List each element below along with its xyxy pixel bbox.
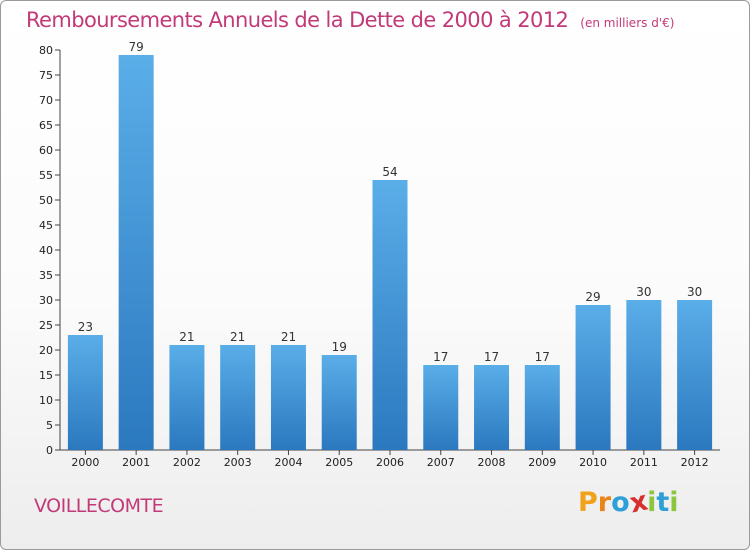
x-tick-label: 2004 (274, 456, 302, 469)
y-tick-label: 80 (39, 44, 53, 57)
x-tick-label: 2001 (122, 456, 150, 469)
y-tick-label: 40 (39, 244, 53, 257)
bar-2008 (474, 365, 510, 450)
y-tick-label: 65 (39, 119, 53, 132)
data-label-2007: 17 (433, 350, 448, 364)
chart-title-text: Remboursements Annuels de la Dette de 20… (26, 8, 569, 32)
data-label-2002: 21 (179, 330, 194, 344)
data-label-2001: 79 (129, 40, 144, 54)
bar-2012 (677, 300, 713, 450)
bar-2000 (67, 335, 103, 450)
data-label-2011: 30 (636, 285, 651, 299)
bar-2006 (372, 180, 408, 450)
data-label-2010: 29 (585, 290, 600, 304)
logo-letter: t (656, 487, 670, 518)
x-tick-label: 2011 (630, 456, 658, 469)
data-label-2009: 17 (535, 350, 550, 364)
y-tick-label: 35 (39, 269, 53, 282)
x-tick-label: 2010 (579, 456, 607, 469)
logo-letter: r (597, 487, 612, 518)
y-tick-label: 60 (39, 144, 53, 157)
bar-2005 (321, 355, 357, 450)
chart-unit-label: (en milliers d'€) (580, 16, 675, 30)
proxiti-logo: Proxiti (578, 486, 679, 520)
bar-2011 (626, 300, 662, 450)
x-tick-label: 2000 (71, 456, 99, 469)
logo-letter: P (578, 487, 598, 518)
bar-2001 (118, 55, 154, 450)
logo-letter: o (611, 487, 630, 518)
y-tick-label: 75 (39, 69, 53, 82)
y-tick-label: 25 (39, 319, 53, 332)
logo-letter: i (669, 487, 679, 518)
data-label-2008: 17 (484, 350, 499, 364)
bar-2009 (524, 365, 560, 450)
x-tick-label: 2006 (376, 456, 404, 469)
data-label-2005: 19 (332, 340, 347, 354)
y-tick-label: 5 (46, 419, 53, 432)
data-label-2000: 23 (78, 320, 93, 334)
x-tick-label: 2009 (528, 456, 556, 469)
data-label-2003: 21 (230, 330, 245, 344)
logo-letter: i (647, 487, 657, 518)
y-tick-label: 70 (39, 94, 53, 107)
y-tick-label: 0 (46, 444, 53, 457)
x-tick-label: 2008 (478, 456, 506, 469)
chart-title: Remboursements Annuels de la Dette de 20… (26, 8, 674, 32)
chart-data-labels: 23 79 21 21 21 19 54 17 17 17 29 30 30 (78, 40, 703, 364)
x-tick-label: 2012 (681, 456, 709, 469)
y-tick-label: 20 (39, 344, 53, 357)
y-tick-label: 10 (39, 394, 53, 407)
x-tick-label: 2003 (224, 456, 252, 469)
data-label-2004: 21 (281, 330, 296, 344)
x-tick-label: 2007 (427, 456, 455, 469)
place-name: VOILLECOMTE (34, 495, 164, 517)
x-tick-label: 2005 (325, 456, 353, 469)
data-label-2006: 54 (382, 165, 397, 179)
data-label-2012: 30 (687, 285, 702, 299)
chart-bars (67, 55, 713, 450)
bar-2007 (423, 365, 459, 450)
y-tick-label: 45 (39, 219, 53, 232)
bar-2003 (220, 345, 256, 450)
y-tick-label: 55 (39, 169, 53, 182)
bar-2010 (575, 305, 611, 450)
x-tick-label: 2002 (173, 456, 201, 469)
bar-2002 (169, 345, 205, 450)
y-tick-label: 15 (39, 369, 53, 382)
bar-2004 (270, 345, 306, 450)
y-tick-label: 30 (39, 294, 53, 307)
y-tick-label: 50 (39, 194, 53, 207)
